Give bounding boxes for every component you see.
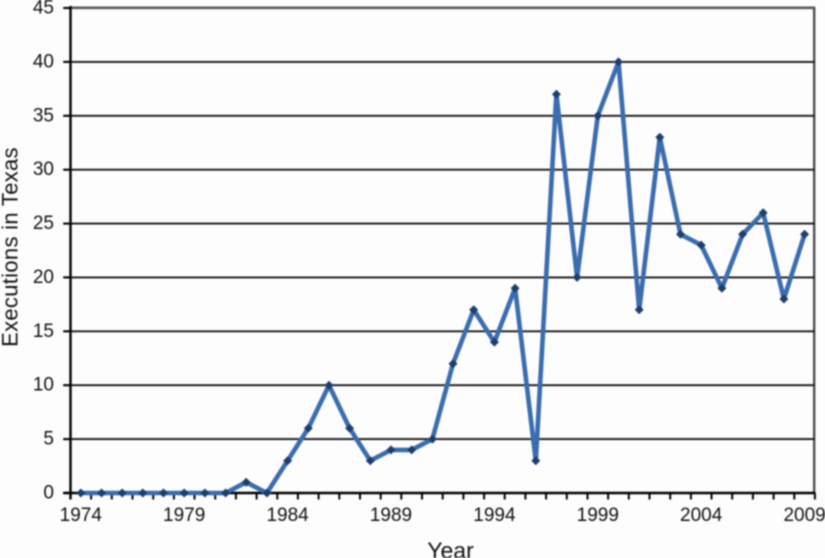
svg-text:1979: 1979 [163,505,205,526]
svg-text:35: 35 [33,105,54,126]
svg-text:2004: 2004 [680,505,723,526]
svg-text:1989: 1989 [370,505,412,526]
svg-text:1974: 1974 [60,505,103,526]
svg-text:0: 0 [43,483,54,504]
svg-text:25: 25 [33,213,54,234]
svg-text:1999: 1999 [577,505,619,526]
svg-text:1984: 1984 [266,505,309,526]
svg-text:10: 10 [33,375,54,396]
svg-text:30: 30 [33,159,54,180]
svg-text:1994: 1994 [473,505,516,526]
svg-text:Year: Year [427,538,474,558]
svg-text:40: 40 [33,51,54,72]
svg-text:45: 45 [33,0,54,19]
svg-text:Executions in Texas: Executions in Texas [0,147,23,347]
svg-text:5: 5 [43,429,54,450]
svg-text:15: 15 [33,321,54,342]
svg-text:20: 20 [33,267,54,288]
svg-text:2009: 2009 [783,505,825,526]
